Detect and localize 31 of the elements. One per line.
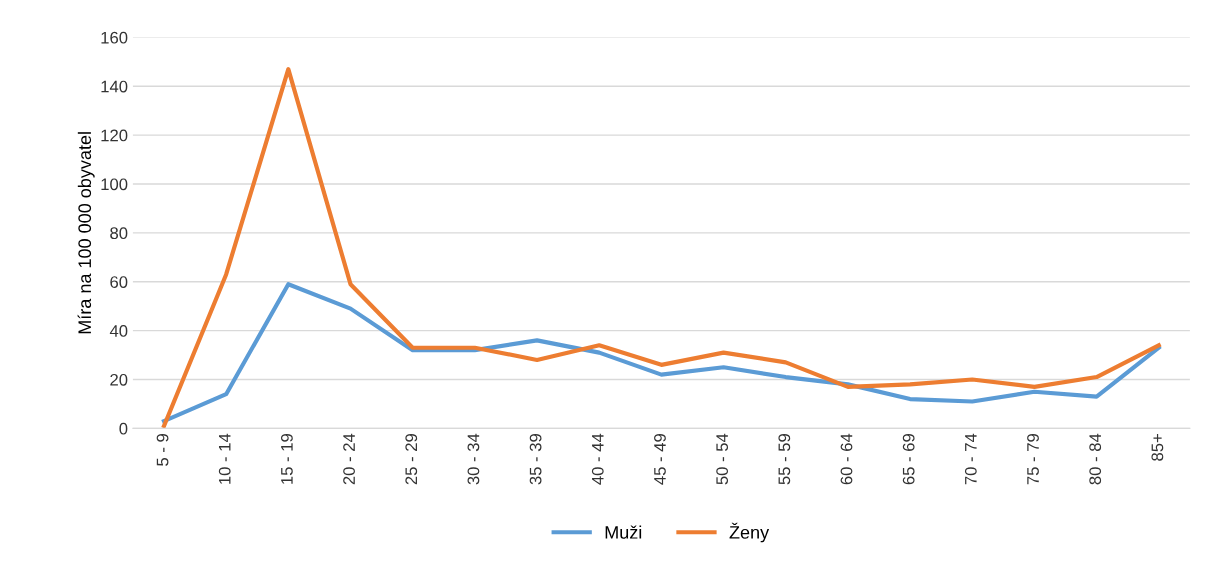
x-tick-label: 55 - 59	[778, 434, 791, 485]
y-tick-label: 100	[101, 178, 128, 191]
legend-label: Muži	[605, 525, 642, 539]
x-tick-label: 80 - 84	[1089, 433, 1102, 485]
x-tick-label: 15 - 19	[280, 434, 293, 484]
y-tick-label: 20	[110, 373, 128, 386]
y-axis-title: Míra na 100 000 obyvatel	[77, 132, 95, 334]
line-series	[161, 67, 1161, 429]
x-tick-label: 50 - 54	[716, 433, 729, 485]
x-tick-label: 25 - 29	[405, 434, 418, 485]
y-tick-label: 120	[101, 129, 128, 142]
y-tick-label: 140	[101, 80, 128, 93]
x-tick-label: 30 - 34	[467, 433, 480, 485]
x-tick-label: 85+	[1151, 434, 1164, 461]
y-tick-label: 0	[119, 422, 128, 435]
line-series	[161, 282, 1161, 424]
y-tick-label: 40	[109, 325, 128, 337]
x-tick-label: 45 - 49	[654, 434, 666, 485]
x-tick-label: 65 - 69	[902, 434, 915, 485]
x-tick-label: 40 - 44	[591, 433, 604, 485]
y-tick-label: 160	[101, 31, 128, 44]
x-tick-label: 20 - 24	[343, 433, 355, 485]
legend-label: Ženy	[729, 522, 770, 543]
x-tick-label: 5 - 9	[156, 434, 169, 466]
x-tick-label: 70 - 74	[964, 433, 977, 485]
y-tick-label: 80	[110, 227, 128, 240]
y-tick-label: 60	[110, 276, 128, 288]
x-tick-label: 10 - 14	[218, 433, 231, 484]
x-tick-label: 75 - 79	[1027, 434, 1039, 485]
x-tick-label: 60 - 64	[840, 433, 853, 485]
x-tick-label: 35 - 39	[529, 434, 542, 485]
